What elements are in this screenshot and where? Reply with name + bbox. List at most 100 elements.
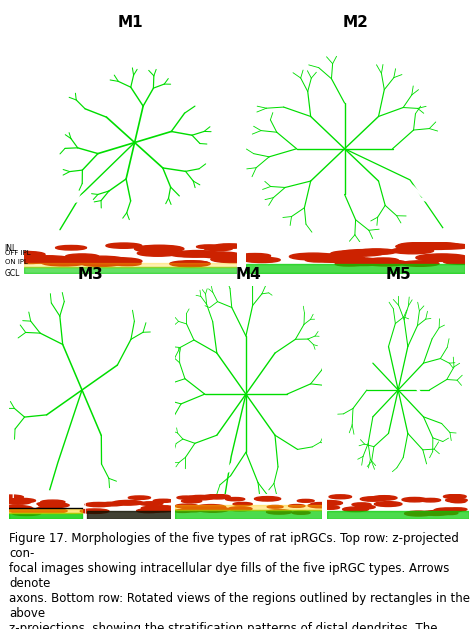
Circle shape bbox=[180, 508, 203, 512]
Circle shape bbox=[290, 253, 337, 260]
Text: Figure 17. Morphologies of the five types of rat ipRGCs. Top row: z-projected co: Figure 17. Morphologies of the five type… bbox=[9, 532, 471, 629]
Circle shape bbox=[143, 507, 177, 512]
Circle shape bbox=[244, 257, 280, 262]
Circle shape bbox=[4, 508, 36, 513]
Circle shape bbox=[94, 258, 142, 265]
Circle shape bbox=[239, 253, 271, 258]
Circle shape bbox=[37, 503, 57, 505]
Circle shape bbox=[7, 498, 36, 503]
Circle shape bbox=[55, 245, 86, 250]
Bar bbox=[24, 267, 237, 273]
Circle shape bbox=[153, 499, 173, 503]
Circle shape bbox=[374, 501, 402, 506]
Circle shape bbox=[41, 500, 65, 504]
Circle shape bbox=[135, 245, 184, 252]
Text: 100μm: 100μm bbox=[41, 41, 65, 47]
Circle shape bbox=[228, 507, 252, 511]
Circle shape bbox=[396, 244, 430, 249]
Circle shape bbox=[372, 496, 397, 500]
Circle shape bbox=[138, 246, 179, 252]
Circle shape bbox=[335, 262, 363, 266]
Circle shape bbox=[79, 256, 125, 263]
Circle shape bbox=[391, 248, 434, 253]
Circle shape bbox=[433, 244, 469, 249]
Text: M1: M1 bbox=[118, 16, 143, 30]
Circle shape bbox=[317, 255, 365, 262]
Circle shape bbox=[36, 507, 62, 511]
Circle shape bbox=[355, 505, 375, 509]
Circle shape bbox=[65, 254, 99, 259]
Text: GCL: GCL bbox=[5, 269, 20, 278]
Circle shape bbox=[0, 495, 23, 499]
Circle shape bbox=[292, 511, 310, 515]
Circle shape bbox=[311, 503, 330, 506]
Circle shape bbox=[255, 496, 281, 501]
Circle shape bbox=[420, 498, 440, 502]
Circle shape bbox=[329, 495, 352, 499]
Circle shape bbox=[12, 511, 41, 516]
Circle shape bbox=[81, 260, 120, 267]
Circle shape bbox=[64, 257, 96, 261]
Bar bbox=[360, 138, 429, 184]
Bar bbox=[9, 513, 82, 519]
Circle shape bbox=[30, 509, 52, 513]
Circle shape bbox=[3, 252, 45, 257]
Circle shape bbox=[330, 251, 371, 257]
Text: ON IPL: ON IPL bbox=[5, 259, 27, 265]
Circle shape bbox=[187, 496, 214, 500]
Circle shape bbox=[398, 243, 439, 248]
Circle shape bbox=[197, 504, 226, 509]
Circle shape bbox=[446, 498, 467, 502]
Circle shape bbox=[343, 507, 368, 511]
Circle shape bbox=[402, 498, 427, 502]
Circle shape bbox=[0, 506, 32, 511]
Circle shape bbox=[137, 250, 178, 256]
Bar bbox=[34, 132, 94, 169]
Circle shape bbox=[174, 509, 191, 513]
Text: i: i bbox=[11, 493, 14, 499]
Circle shape bbox=[235, 255, 271, 260]
Bar bbox=[202, 313, 275, 359]
Circle shape bbox=[356, 249, 396, 255]
Circle shape bbox=[412, 242, 461, 250]
Circle shape bbox=[401, 261, 439, 266]
Circle shape bbox=[320, 506, 339, 509]
Circle shape bbox=[352, 503, 371, 506]
Circle shape bbox=[7, 257, 51, 264]
Bar bbox=[175, 510, 322, 519]
Bar bbox=[77, 376, 138, 406]
Text: M4: M4 bbox=[236, 267, 262, 282]
Circle shape bbox=[266, 509, 292, 514]
Bar bbox=[175, 505, 322, 510]
Text: OFF IPL: OFF IPL bbox=[5, 250, 30, 256]
Circle shape bbox=[137, 509, 161, 513]
Circle shape bbox=[5, 500, 31, 504]
Circle shape bbox=[305, 258, 333, 262]
Text: M2: M2 bbox=[343, 16, 368, 30]
Text: ii: ii bbox=[90, 493, 95, 499]
Bar bbox=[87, 511, 171, 519]
Bar bbox=[327, 511, 469, 519]
Circle shape bbox=[106, 243, 142, 248]
Text: i: i bbox=[29, 325, 32, 334]
Bar bbox=[22, 307, 90, 344]
Circle shape bbox=[197, 245, 222, 248]
Circle shape bbox=[341, 259, 386, 265]
Circle shape bbox=[80, 509, 109, 513]
Circle shape bbox=[422, 511, 450, 515]
Bar bbox=[9, 509, 82, 513]
Circle shape bbox=[233, 503, 252, 506]
Circle shape bbox=[267, 506, 283, 508]
Circle shape bbox=[314, 501, 342, 506]
Circle shape bbox=[314, 255, 365, 262]
Text: M3: M3 bbox=[77, 267, 103, 282]
Circle shape bbox=[450, 500, 466, 503]
Circle shape bbox=[150, 506, 175, 509]
Circle shape bbox=[448, 508, 467, 511]
Circle shape bbox=[326, 253, 357, 259]
Circle shape bbox=[22, 256, 73, 263]
Circle shape bbox=[100, 502, 124, 506]
Circle shape bbox=[139, 502, 163, 506]
Bar bbox=[246, 264, 465, 273]
Circle shape bbox=[42, 259, 86, 266]
